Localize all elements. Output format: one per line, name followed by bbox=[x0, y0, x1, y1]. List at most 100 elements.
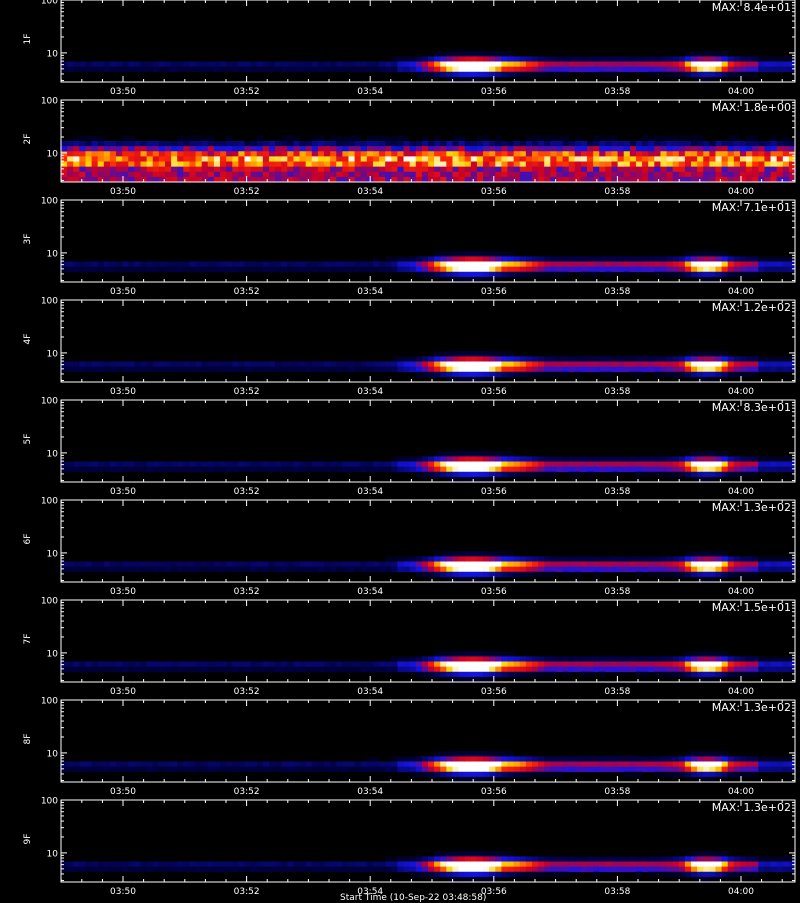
heatmap-cell bbox=[428, 62, 435, 68]
heatmap-cell bbox=[556, 146, 563, 152]
heatmap-cell bbox=[654, 272, 661, 278]
heatmap-cell bbox=[226, 141, 233, 147]
heatmap-cell bbox=[612, 662, 619, 668]
heatmap-cell bbox=[147, 862, 154, 868]
heatmap-cell bbox=[648, 872, 655, 878]
heatmap-cell bbox=[501, 251, 508, 257]
heatmap-cell bbox=[196, 162, 203, 168]
heatmap-cell bbox=[581, 162, 588, 168]
heatmap-cell bbox=[501, 851, 508, 857]
heatmap-cell bbox=[483, 141, 490, 147]
heatmap-cell bbox=[452, 662, 459, 668]
heatmap-cell bbox=[324, 362, 331, 368]
heatmap-cell bbox=[618, 567, 625, 573]
heatmap-cell bbox=[238, 662, 245, 668]
heatmap-cell bbox=[257, 862, 264, 868]
heatmap-cell bbox=[477, 756, 484, 762]
heatmap-cell bbox=[73, 867, 80, 873]
heatmap-cell bbox=[501, 456, 508, 462]
heatmap-cell bbox=[514, 362, 521, 368]
heatmap-cell bbox=[104, 762, 111, 768]
heatmap-cell bbox=[318, 136, 325, 142]
heatmap-cell bbox=[471, 656, 478, 662]
heatmap-cell bbox=[220, 362, 227, 368]
heatmap-cell bbox=[544, 72, 551, 78]
heatmap-cell bbox=[654, 472, 661, 478]
heatmap-cell bbox=[685, 562, 692, 568]
x-tick-label: 03:58 bbox=[604, 187, 630, 197]
heatmap-cell bbox=[61, 141, 68, 147]
heatmap-cell bbox=[697, 136, 704, 142]
heatmap-cell bbox=[202, 762, 209, 768]
heatmap-cell bbox=[391, 367, 398, 373]
heatmap-cell bbox=[636, 262, 643, 268]
heatmap-cell bbox=[532, 756, 539, 762]
heatmap-cell bbox=[654, 262, 661, 268]
heatmap-cell bbox=[691, 756, 698, 762]
heatmap-cell bbox=[410, 356, 417, 362]
heatmap-cell bbox=[673, 156, 680, 162]
heatmap-cell bbox=[434, 872, 441, 878]
heatmap-cell bbox=[489, 467, 496, 473]
heatmap-cell bbox=[330, 67, 337, 73]
heatmap-cell bbox=[208, 467, 215, 473]
heatmap-cell bbox=[128, 662, 135, 668]
heatmap-cell bbox=[752, 262, 759, 268]
heatmap-cell bbox=[532, 456, 539, 462]
heatmap-cell bbox=[673, 767, 680, 773]
heatmap-cell bbox=[593, 456, 600, 462]
heatmap-cell bbox=[153, 667, 160, 673]
heatmap-cell bbox=[465, 567, 472, 573]
heatmap-cell bbox=[251, 362, 258, 368]
heatmap-cell bbox=[446, 267, 453, 273]
heatmap-cell bbox=[483, 56, 490, 62]
heatmap-cell bbox=[306, 362, 313, 368]
heatmap-cell bbox=[257, 167, 264, 173]
heatmap-cell bbox=[104, 362, 111, 368]
heatmap-cell bbox=[428, 862, 435, 868]
heatmap-cell bbox=[526, 151, 533, 157]
heatmap-cell bbox=[471, 167, 478, 173]
heatmap-cell bbox=[275, 362, 282, 368]
heatmap-cell bbox=[728, 762, 735, 768]
heatmap-cell bbox=[477, 151, 484, 157]
x-tick-label: 04:00 bbox=[728, 687, 754, 697]
heatmap-cells bbox=[61, 651, 795, 682]
heatmap-cell bbox=[667, 151, 674, 157]
heatmap-cell bbox=[532, 562, 539, 568]
heatmap-cell bbox=[391, 756, 398, 762]
heatmap-cell bbox=[171, 667, 178, 673]
heatmap-cell bbox=[385, 867, 392, 873]
heatmap-cell bbox=[477, 651, 484, 657]
heatmap-cell bbox=[171, 141, 178, 147]
heatmap-cell bbox=[165, 667, 172, 673]
heatmap-cell bbox=[752, 472, 759, 478]
heatmap-cell bbox=[556, 467, 563, 473]
x-tick-label: 03:52 bbox=[234, 787, 260, 797]
heatmap-cell bbox=[208, 267, 215, 273]
heatmap-cell bbox=[422, 872, 429, 878]
heatmap-cell bbox=[471, 862, 478, 868]
heatmap-cell bbox=[587, 67, 594, 73]
heatmap-cell bbox=[679, 262, 686, 268]
heatmap-cell bbox=[226, 662, 233, 668]
heatmap-cell bbox=[452, 156, 459, 162]
heatmap-cell bbox=[440, 272, 447, 278]
heatmap-cell bbox=[648, 662, 655, 668]
heatmap-cell bbox=[257, 762, 264, 768]
heatmap-cell bbox=[593, 756, 600, 762]
heatmap-cell bbox=[618, 467, 625, 473]
heatmap-cell bbox=[532, 167, 539, 173]
heatmap-cell bbox=[471, 651, 478, 657]
heatmap-cell bbox=[624, 56, 631, 62]
heatmap-cell bbox=[153, 367, 160, 373]
heatmap-cell bbox=[348, 146, 355, 152]
heatmap-cell bbox=[440, 356, 447, 362]
heatmap-cell bbox=[79, 867, 86, 873]
heatmap-cell bbox=[245, 267, 252, 273]
heatmap-cell bbox=[220, 151, 227, 157]
x-tick-label: 04:00 bbox=[728, 87, 754, 97]
heatmap-cell bbox=[128, 262, 135, 268]
heatmap-cell bbox=[477, 562, 484, 568]
heatmap-cell bbox=[330, 762, 337, 768]
